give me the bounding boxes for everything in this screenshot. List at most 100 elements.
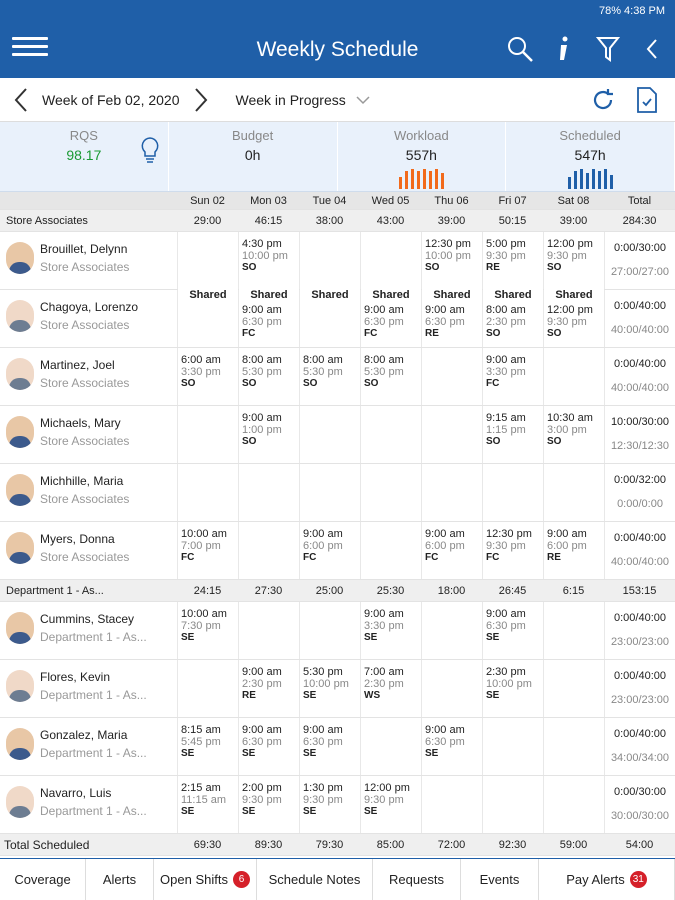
shift-cell[interactable] [543,718,604,775]
shift-cell[interactable] [238,602,299,659]
lightbulb-icon[interactable] [140,136,160,164]
document-check-icon[interactable] [635,86,659,119]
shift-cell[interactable]: 10:00 am 7:00 pm FC [177,522,238,579]
shift-cell[interactable] [299,602,360,659]
tab-schedule-notes[interactable]: Schedule Notes [257,859,373,900]
shift-cell[interactable]: 9:00 am 6:30 pm SE [238,718,299,775]
shift-cell[interactable]: Shared 9:00 am 6:30 pm FC [360,289,421,347]
week-status-dropdown[interactable]: Week in Progress [236,92,370,108]
day-header[interactable]: Wed 05 [371,194,410,207]
shift-cell[interactable] [177,660,238,717]
shift-cell[interactable] [543,660,604,717]
shift-cell[interactable]: 8:00 am 5:30 pm SO [299,348,360,405]
shift-cell[interactable]: Shared 9:00 am 6:30 pm FC [238,289,299,347]
shift-cell[interactable] [543,348,604,405]
shift-cell[interactable] [421,464,482,521]
employee-cell[interactable]: Myers, Donna Store Associates [0,522,177,579]
shift-cell[interactable] [299,406,360,463]
shift-cell[interactable]: Shared 9:00 am 6:30 pm RE [421,289,482,347]
shift-cell[interactable]: 9:00 am 6:30 pm SE [299,718,360,775]
employee-cell[interactable]: Brouillet, Delynn Store Associates [0,232,177,289]
tab-pay-alerts[interactable]: Pay Alerts 31 [539,859,675,900]
shift-cell[interactable]: 8:00 am 5:30 pm SO [360,348,421,405]
shift-cell[interactable] [482,776,543,833]
employee-cell[interactable]: Michhille, Maria Store Associates [0,464,177,521]
shift-cell[interactable] [299,464,360,521]
back-chevron-icon[interactable] [637,34,667,64]
shift-cell[interactable] [177,232,238,289]
shift-cell[interactable] [421,406,482,463]
shift-cell[interactable]: 10:30 am 3:00 pm SO [543,406,604,463]
shift-cell[interactable]: 12:30 pm 9:30 pm FC [482,522,543,579]
shift-cell[interactable]: 9:00 am 6:00 pm FC [299,522,360,579]
shift-cell[interactable] [177,406,238,463]
shift-cell[interactable]: 9:00 am 6:00 pm FC [421,522,482,579]
shift-cell[interactable] [421,660,482,717]
shift-cell[interactable]: 9:00 am 3:30 pm SE [360,602,421,659]
shift-cell[interactable] [421,602,482,659]
group-row[interactable]: Store Associates 29:00 46:15 38:00 43:00 39:0… [0,210,675,232]
employee-cell[interactable]: Chagoya, Lorenzo Store Associates [0,290,177,347]
shift-cell[interactable] [238,464,299,521]
group-row[interactable]: Department 1 - As... 24:15 27:30 25:00 25:30… [0,580,675,602]
tab-coverage[interactable]: Coverage [0,859,86,900]
shift-cell[interactable]: 12:00 pm 9:30 pm SO [543,232,604,289]
shift-cell[interactable]: 2:15 am 11:15 am SE [177,776,238,833]
shift-cell[interactable]: 8:15 am 5:45 pm SE [177,718,238,775]
shift-cell[interactable]: 9:00 am 2:30 pm RE [238,660,299,717]
employee-cell[interactable]: Flores, Kevin Department 1 - As... [0,660,177,717]
shift-cell[interactable]: Shared [177,289,238,347]
tab-open-shifts[interactable]: Open Shifts 6 [154,859,257,900]
shift-cell[interactable]: 5:00 pm 9:30 pm RE [482,232,543,289]
shift-cell[interactable]: 1:30 pm 9:30 pm SE [299,776,360,833]
shift-cell[interactable]: 10:00 am 7:30 pm SE [177,602,238,659]
shift-cell[interactable]: 7:00 am 2:30 pm WS [360,660,421,717]
day-header[interactable]: Mon 03 [250,194,287,207]
employee-cell[interactable]: Michaels, Mary Store Associates [0,406,177,463]
day-header[interactable]: Fri 07 [498,194,527,207]
shift-cell[interactable] [421,776,482,833]
shift-cell[interactable]: 9:15 am 1:15 pm SO [482,406,543,463]
shift-cell[interactable]: 9:00 am 1:00 pm SO [238,406,299,463]
day-header[interactable]: Thu 06 [434,194,469,207]
shift-cell[interactable]: 6:00 am 3:30 pm SO [177,348,238,405]
search-icon[interactable] [505,34,535,64]
day-header[interactable]: Sat 08 [557,194,590,207]
prev-week-arrow-icon[interactable] [6,80,36,120]
shift-cell[interactable] [360,406,421,463]
shift-cell[interactable]: 8:00 am 5:30 pm SO [238,348,299,405]
shift-cell[interactable] [543,602,604,659]
shift-cell[interactable]: 9:00 am 6:00 pm RE [543,522,604,579]
shift-cell[interactable] [360,464,421,521]
shift-cell[interactable]: 2:30 pm 10:00 pm SE [482,660,543,717]
shift-cell[interactable] [421,348,482,405]
employee-cell[interactable]: Navarro, Luis Department 1 - As... [0,776,177,833]
employee-cell[interactable]: Martinez, Joel Store Associates [0,348,177,405]
menu-icon[interactable] [12,32,48,62]
shift-cell[interactable]: 9:00 am 6:30 pm SE [482,602,543,659]
day-header[interactable]: Sun 02 [190,194,225,207]
employee-cell[interactable]: Cummins, Stacey Department 1 - As... [0,602,177,659]
shift-cell[interactable]: Shared [299,289,360,347]
shift-cell[interactable]: Shared 8:00 am 2:30 pm SO [482,289,543,347]
shift-cell[interactable]: 2:00 pm 9:30 pm SE [238,776,299,833]
shift-cell[interactable]: 12:00 pm 9:30 pm SE [360,776,421,833]
tab-events[interactable]: Events [461,859,539,900]
shift-cell[interactable] [238,522,299,579]
shift-cell[interactable]: 12:30 pm 10:00 pm SO [421,232,482,289]
shift-cell[interactable] [543,464,604,521]
shift-cell[interactable] [177,464,238,521]
shift-cell[interactable] [482,718,543,775]
shift-cell[interactable] [299,232,360,289]
shift-cell[interactable] [482,464,543,521]
shift-cell[interactable]: Shared 12:00 pm 9:30 pm SO [543,289,604,347]
tab-alerts[interactable]: Alerts [86,859,154,900]
shift-cell[interactable]: 9:00 am 3:30 pm FC [482,348,543,405]
shift-cell[interactable] [360,718,421,775]
shift-cell[interactable]: 4:30 pm 10:00 pm SO [238,232,299,289]
shift-cell[interactable]: 9:00 am 6:30 pm SE [421,718,482,775]
info-icon[interactable] [549,34,579,64]
shift-cell[interactable] [543,776,604,833]
refresh-icon[interactable] [589,86,617,119]
employee-cell[interactable]: Gonzalez, Maria Department 1 - As... [0,718,177,775]
